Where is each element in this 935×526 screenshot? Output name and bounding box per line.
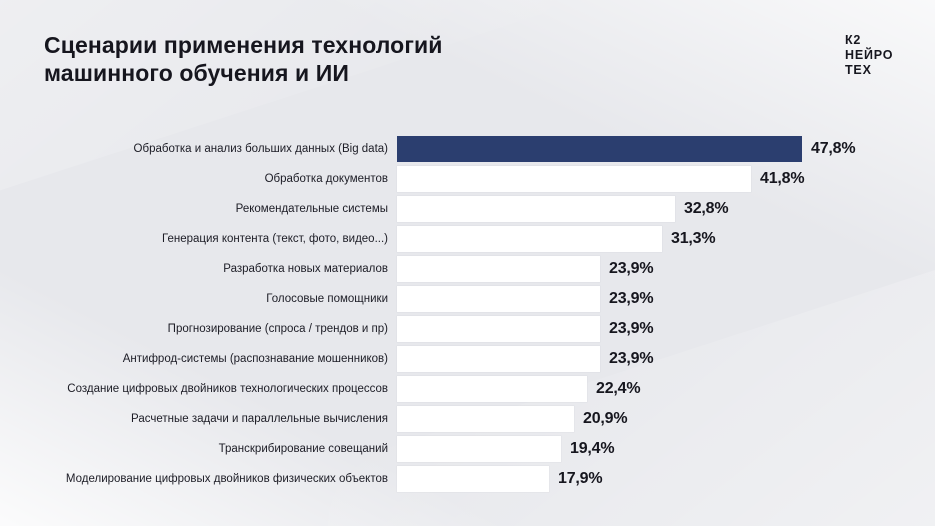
chart-row: Создание цифровых двойников технологичес… (0, 376, 935, 402)
value-label: 23,9% (609, 290, 654, 307)
slide-title: Сценарии применения технологий машинного… (44, 32, 443, 86)
bar-chart: Обработка и анализ больших данных (Big d… (0, 136, 935, 496)
value-label: 47,8% (811, 140, 856, 157)
value-label: 19,4% (570, 440, 615, 457)
chart-row: Голосовые помощники 23,9% (0, 286, 935, 312)
category-label: Рекомендательные системы (235, 202, 388, 215)
bar (397, 286, 600, 312)
value-label: 23,9% (609, 350, 654, 367)
bar (397, 166, 751, 192)
value-label: 31,3% (671, 230, 716, 247)
bar (397, 376, 587, 402)
category-label: Транскрибирование совещаний (218, 442, 388, 455)
brand-logo-line-3: ТЕХ (845, 63, 872, 77)
bar (397, 436, 561, 462)
chart-row: Рекомендательные системы 32,8% (0, 196, 935, 222)
chart-row: Расчетные задачи и параллельные вычислен… (0, 406, 935, 432)
chart-row: Генерация контента (текст, фото, видео..… (0, 226, 935, 252)
category-label: Моделирование цифровых двойников физичес… (65, 472, 388, 485)
category-label: Разработка новых материалов (223, 262, 388, 275)
category-label: Голосовые помощники (266, 292, 388, 305)
category-label: Генерация контента (текст, фото, видео..… (162, 232, 388, 245)
brand-logo: К2 НЕЙРО ТЕХ (845, 33, 893, 78)
chart-row: Обработка документов 41,8% (0, 166, 935, 192)
bar (397, 316, 600, 342)
bar (397, 406, 574, 432)
value-label: 22,4% (596, 380, 641, 397)
chart-row: Обработка и анализ больших данных (Big d… (0, 136, 935, 162)
category-label: Обработка и анализ больших данных (Big d… (133, 142, 388, 155)
category-label: Создание цифровых двойников технологичес… (67, 382, 388, 395)
category-label: Расчетные задачи и параллельные вычислен… (131, 412, 388, 425)
category-label: Обработка документов (264, 172, 388, 185)
bar-highlighted (397, 136, 802, 162)
chart-row: Моделирование цифровых двойников физичес… (0, 466, 935, 492)
category-label: Прогнозирование (спроса / трендов и пр) (167, 322, 388, 335)
category-label: Антифрод-системы (распознавание мошенник… (122, 352, 388, 365)
bar (397, 466, 549, 492)
value-label: 23,9% (609, 320, 654, 337)
chart-row: Транскрибирование совещаний 19,4% (0, 436, 935, 462)
value-label: 17,9% (558, 470, 603, 487)
brand-logo-line-2: НЕЙРО (845, 48, 894, 62)
value-label: 41,8% (760, 170, 805, 187)
chart-row: Антифрод-системы (распознавание мошенник… (0, 346, 935, 372)
brand-logo-line-1: К2 (845, 33, 862, 47)
bar (397, 226, 662, 252)
chart-row: Разработка новых материалов 23,9% (0, 256, 935, 282)
value-label: 23,9% (609, 260, 654, 277)
value-label: 20,9% (583, 410, 628, 427)
value-label: 32,8% (684, 200, 729, 217)
bar (397, 196, 675, 222)
bar (397, 346, 600, 372)
chart-row: Прогнозирование (спроса / трендов и пр) 2… (0, 316, 935, 342)
bar (397, 256, 600, 282)
